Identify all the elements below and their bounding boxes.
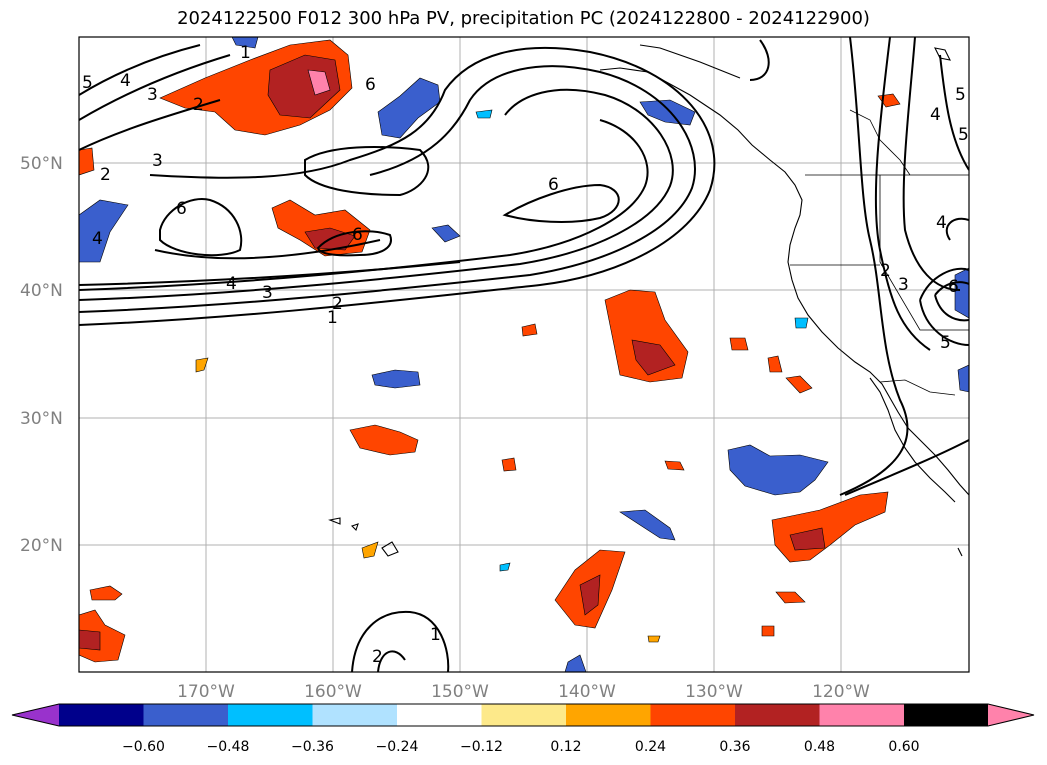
svg-text:4: 4 bbox=[120, 71, 131, 91]
colorbar-bin bbox=[481, 704, 566, 726]
svg-text:6: 6 bbox=[176, 199, 187, 219]
svg-text:6: 6 bbox=[948, 277, 959, 297]
colorbar-bin bbox=[397, 704, 482, 726]
colorbar-tick-label: −0.48 bbox=[207, 739, 250, 755]
colorbar-bin bbox=[143, 704, 228, 726]
colorbar-bin bbox=[228, 704, 313, 726]
colorbar-tick-label: 0.12 bbox=[550, 739, 581, 755]
svg-text:1: 1 bbox=[240, 43, 251, 63]
colorbar-tick-label: −0.36 bbox=[291, 739, 334, 755]
svg-text:1: 1 bbox=[327, 308, 338, 328]
lat-label-20n: 20°N bbox=[20, 536, 63, 556]
svg-text:3: 3 bbox=[152, 151, 163, 171]
svg-text:3: 3 bbox=[262, 283, 273, 303]
colorbar-bin bbox=[566, 704, 651, 726]
svg-text:2: 2 bbox=[193, 95, 204, 115]
lon-label-170w: 170°W bbox=[177, 682, 235, 702]
lon-label-120w: 120°W bbox=[812, 682, 870, 702]
colorbar-bin bbox=[735, 704, 820, 726]
map-area bbox=[79, 37, 969, 672]
latitude-labels: 50°N 40°N 30°N 20°N bbox=[20, 154, 63, 556]
svg-text:5: 5 bbox=[940, 333, 951, 353]
colorbar-extend-high bbox=[988, 704, 1034, 726]
colorbar-tick-label: 0.48 bbox=[804, 739, 835, 755]
svg-text:4: 4 bbox=[92, 229, 103, 249]
colorbar-bin bbox=[819, 704, 904, 726]
lat-label-40n: 40°N bbox=[20, 281, 63, 301]
colorbar-ticks: −0.60 −0.48 −0.36 −0.24 −0.12 0.12 0.24 … bbox=[122, 739, 920, 755]
map-frame bbox=[78, 36, 970, 673]
svg-text:4: 4 bbox=[930, 105, 941, 125]
svg-text:6: 6 bbox=[548, 175, 559, 195]
lon-label-160w: 160°W bbox=[304, 682, 362, 702]
pv-contours bbox=[79, 37, 969, 672]
lat-label-50n: 50°N bbox=[20, 154, 63, 174]
colorbar-tick-label: 0.24 bbox=[635, 739, 666, 755]
contour-labels: 1 2 3 4 5 6 6 6 4 3 3 2 4 2 6 1 2 4 2 3 … bbox=[82, 43, 969, 667]
colorbar: −0.60 −0.48 −0.36 −0.24 −0.12 0.12 0.24 … bbox=[11, 703, 1035, 755]
svg-text:6: 6 bbox=[365, 75, 376, 95]
colorbar-bin bbox=[904, 704, 988, 726]
colorbar-bin bbox=[59, 704, 144, 726]
svg-text:3: 3 bbox=[147, 85, 158, 105]
precip-positive-areas bbox=[79, 39, 901, 663]
lon-label-150w: 150°W bbox=[431, 682, 489, 702]
svg-text:6: 6 bbox=[352, 225, 363, 245]
svg-text:5: 5 bbox=[82, 73, 93, 93]
svg-text:2: 2 bbox=[372, 647, 383, 667]
colorbar-tick-label: 0.36 bbox=[719, 739, 750, 755]
svg-text:5: 5 bbox=[955, 85, 966, 105]
colorbar-tick-label: −0.24 bbox=[376, 739, 419, 755]
colorbar-outline bbox=[11, 703, 1035, 727]
longitude-labels: 170°W 160°W 150°W 140°W 130°W 120°W bbox=[177, 682, 870, 702]
svg-text:2: 2 bbox=[332, 294, 343, 314]
precip-negative-areas bbox=[79, 37, 969, 672]
svg-text:4: 4 bbox=[226, 274, 237, 294]
svg-text:2: 2 bbox=[100, 165, 111, 185]
lon-label-130w: 130°W bbox=[685, 682, 743, 702]
map-title: 2024122500 F012 300 hPa PV, precipitatio… bbox=[177, 8, 870, 29]
colorbar-tick-label: −0.12 bbox=[460, 739, 503, 755]
coastlines bbox=[328, 44, 969, 557]
svg-text:4: 4 bbox=[936, 213, 947, 233]
svg-text:5: 5 bbox=[958, 125, 969, 145]
svg-text:3: 3 bbox=[898, 275, 909, 295]
svg-text:1: 1 bbox=[430, 625, 441, 645]
colorbar-tick-label: 0.60 bbox=[888, 739, 919, 755]
svg-text:2: 2 bbox=[880, 261, 891, 281]
colorbar-tick-label: −0.60 bbox=[122, 739, 165, 755]
colorbar-extend-low bbox=[12, 704, 59, 726]
colorbar-bin bbox=[312, 704, 397, 726]
lat-label-30n: 30°N bbox=[20, 409, 63, 429]
lon-label-140w: 140°W bbox=[558, 682, 616, 702]
colorbar-bin bbox=[650, 704, 735, 726]
